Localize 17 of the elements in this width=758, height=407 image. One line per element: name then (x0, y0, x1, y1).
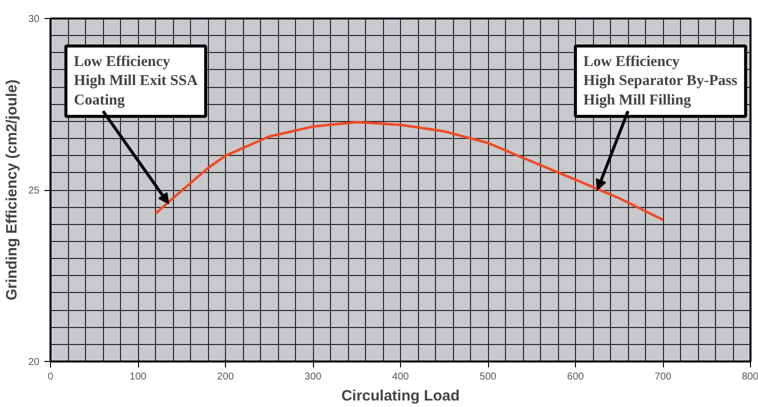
x-tick-label: 200 (217, 372, 234, 382)
y-tick-label: 30 (28, 14, 40, 25)
x-tick-label: 300 (304, 372, 322, 382)
annotation: Low Efficiency High Mill Exit SSA Coating (74, 54, 198, 108)
x-axis-title: Circulating Load (341, 388, 460, 404)
x-tick-label: 400 (392, 372, 410, 382)
x-tick-label: 100 (130, 372, 147, 382)
y-tick-label: 20 (28, 357, 40, 368)
line-series (154, 120, 664, 222)
y-tick-label: 25 (28, 186, 40, 196)
x-tick-label: 600 (567, 372, 584, 382)
annotation: Low Efficiency High Separator By-Pass High Mill Filling (583, 54, 738, 108)
x-tick-label: 700 (654, 372, 672, 382)
x-tick-label: 500 (480, 372, 497, 382)
y-axis-title: Grinding Efficiency (cm2/joule) (3, 80, 20, 300)
x-tick-label: 800 (742, 372, 758, 382)
x-tick-label: 0 (48, 372, 54, 382)
